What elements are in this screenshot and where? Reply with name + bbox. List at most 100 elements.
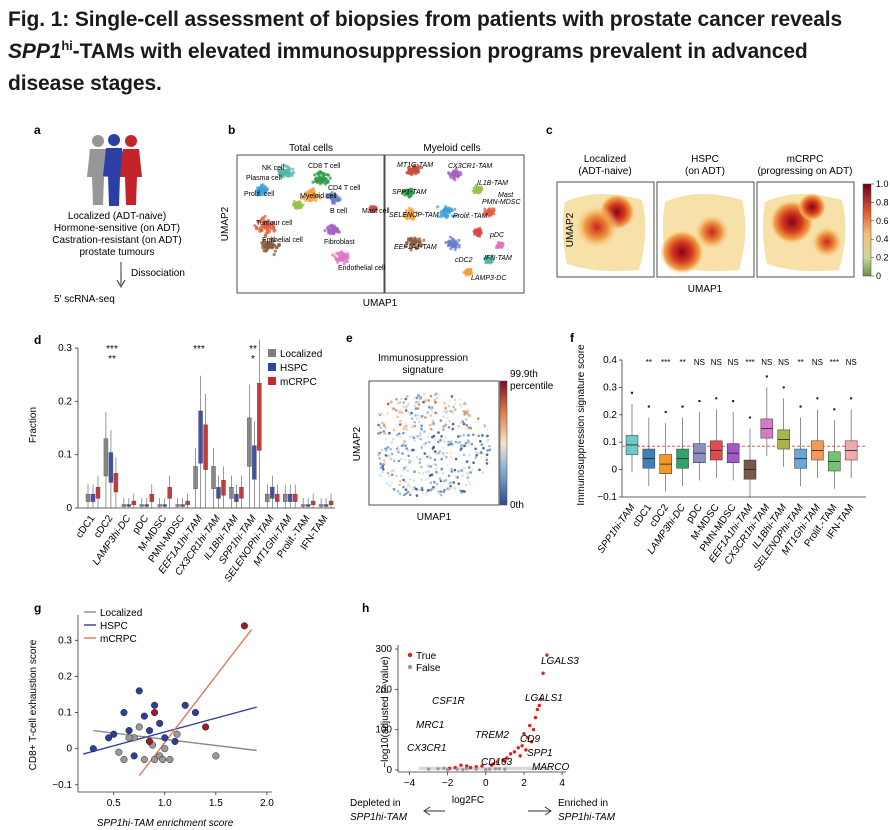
umap-e-dot bbox=[449, 455, 453, 459]
cluster-label-plasma-cell: Plasma cell bbox=[246, 175, 282, 182]
g-x-tick-label: 2.0 bbox=[260, 798, 274, 809]
umap-myeloid-dot bbox=[408, 167, 412, 171]
g-point-hspc bbox=[105, 734, 113, 742]
d-box-mcrpc bbox=[185, 500, 190, 506]
umap-myeloid-dot bbox=[408, 215, 412, 219]
d-box-mcrpc bbox=[131, 500, 137, 506]
umap-e-dot bbox=[418, 471, 422, 475]
umap-e-dot bbox=[486, 438, 490, 442]
f-outlier bbox=[833, 408, 836, 411]
umap-e-dot bbox=[385, 438, 388, 441]
panel-g-label: g bbox=[34, 601, 41, 615]
f-y-tick-label: −0.1 bbox=[597, 492, 617, 503]
umap-e-dot bbox=[474, 456, 478, 459]
h-legend-dot bbox=[407, 652, 413, 658]
umap-cell-dot bbox=[334, 257, 338, 261]
patients-icon bbox=[87, 134, 142, 206]
umap-e-dot bbox=[480, 455, 483, 459]
g-point-hspc bbox=[120, 708, 128, 717]
umap-cell-dot bbox=[273, 249, 277, 253]
g-point-hspc bbox=[130, 752, 138, 760]
umap-e-dot bbox=[382, 459, 386, 462]
density-maps bbox=[556, 181, 855, 278]
umap-e-dot bbox=[450, 442, 454, 446]
h-point-true bbox=[541, 671, 545, 675]
umap-e-dot bbox=[427, 399, 431, 402]
h-y-tick-label: 300 bbox=[375, 644, 392, 655]
umap-cell-dot bbox=[330, 191, 334, 195]
umap-cell-dot bbox=[273, 239, 277, 243]
panel-h: h −log10(adjusted P-value) log2FC Deplet… bbox=[350, 601, 616, 823]
umap-cell-dot bbox=[297, 204, 301, 208]
umap-e-dot bbox=[402, 405, 406, 408]
umap-e-dot bbox=[405, 485, 409, 489]
umap-myeloid-dot bbox=[475, 229, 479, 233]
umap-cell-dot bbox=[274, 245, 278, 249]
panel-a-line-3: Castration-resistant (on ADT) bbox=[52, 235, 182, 246]
umap-cell-dot bbox=[318, 182, 322, 186]
f-significance: *** bbox=[830, 358, 839, 367]
umap-myeloid-dot bbox=[487, 209, 491, 213]
g-y-tick-label: 0 bbox=[66, 744, 72, 755]
umap-e-dot bbox=[425, 455, 429, 459]
h-point-true bbox=[537, 703, 541, 708]
umap-cell-dot bbox=[256, 186, 260, 190]
density-hotspot bbox=[660, 230, 704, 274]
umap-myeloid-dot bbox=[483, 213, 487, 217]
umap-myeloid-dot bbox=[499, 241, 503, 245]
signature-score-chart: −0.100.10.20.30.4SPP1hi-TAMcDC1**cDC2***… bbox=[596, 355, 866, 573]
umap-cell-dot bbox=[293, 205, 298, 209]
umap-myeloid-dot bbox=[479, 185, 483, 189]
umap-e-dot bbox=[389, 470, 393, 473]
umap-e-dot bbox=[478, 468, 481, 472]
umap-e-dot bbox=[399, 480, 402, 483]
umap-cell-dot bbox=[340, 258, 345, 262]
umap-myeloid-dot bbox=[478, 190, 482, 194]
g-y-tick-label: 0.1 bbox=[58, 708, 72, 719]
umap-e-dot bbox=[449, 440, 453, 444]
g-point-hspc bbox=[89, 745, 97, 753]
f-significance: *** bbox=[745, 358, 754, 367]
umap-myeloid-dot bbox=[409, 191, 413, 195]
umap-e-dot bbox=[417, 420, 421, 424]
h-point-true bbox=[489, 763, 494, 767]
d-box-localized bbox=[103, 438, 109, 477]
umap-e-dot bbox=[446, 445, 450, 448]
density-hotspot bbox=[798, 193, 826, 221]
gene-label-trem2: TREM2 bbox=[475, 730, 509, 741]
umap-e-dot bbox=[419, 437, 423, 441]
g-point-hspc bbox=[125, 727, 133, 735]
f-outlier bbox=[664, 410, 667, 414]
umap-e-dot bbox=[431, 419, 435, 423]
panel-f-label: f bbox=[570, 331, 575, 345]
umap-e-dot bbox=[412, 436, 416, 440]
umap-e-dot bbox=[415, 417, 419, 421]
umap-cell-dot bbox=[308, 194, 312, 198]
umap-cell-dot bbox=[316, 180, 320, 184]
umap-e-dot bbox=[415, 396, 419, 400]
umap-myeloid-dot bbox=[419, 243, 423, 247]
caption-rest: -TAMs with elevated immunosuppression pr… bbox=[8, 40, 808, 95]
umap-myeloid-dot bbox=[415, 210, 419, 214]
umap-e-dot bbox=[462, 422, 466, 426]
panel-h-xlabel: log2FC bbox=[452, 795, 484, 806]
umap-e-dot bbox=[469, 471, 472, 474]
h-point-false bbox=[426, 767, 431, 771]
d-significance: *** bbox=[193, 344, 205, 355]
umap-e-dot bbox=[398, 492, 402, 495]
umap-e-dot bbox=[406, 481, 410, 485]
umap-e-dot bbox=[407, 454, 411, 458]
umap-cell-dot bbox=[298, 200, 302, 204]
h-point-false bbox=[465, 767, 469, 771]
h-point-true bbox=[512, 750, 517, 754]
h-point-true bbox=[516, 746, 520, 750]
d-box-hspc bbox=[270, 487, 275, 499]
d-y-tick-label: 0.3 bbox=[58, 343, 72, 354]
d-box-mcrpc bbox=[257, 383, 262, 451]
umap-e-dot bbox=[422, 392, 426, 396]
umap-myeloid-dot bbox=[487, 259, 491, 262]
colorbar-tick-label: 0.8 bbox=[876, 197, 889, 207]
umap-e-dot bbox=[447, 474, 451, 478]
umap-e-dot bbox=[402, 401, 406, 404]
umap-e-dot bbox=[432, 434, 436, 438]
